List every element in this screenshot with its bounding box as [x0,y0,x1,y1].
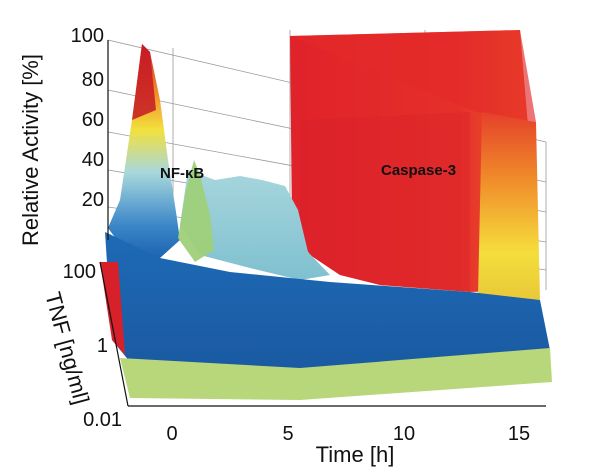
z-axis-label: Relative Activity [%] [18,54,43,246]
front-floor-strip [120,348,552,400]
y-tick-labels: 100 1 0.01 [63,261,122,431]
y-tick-label: 100 [63,261,96,283]
x-tick-labels: 0 5 10 15 [166,423,530,445]
x-tick-label: 15 [508,423,530,445]
x-tick-label: 10 [393,423,415,445]
z-tick-label: 40 [82,149,104,171]
z-tick-label: 100 [71,25,104,47]
y-tick-label: 0.01 [83,409,122,431]
front-top-surface [105,232,550,370]
caspase-3-top [290,30,536,122]
x-tick-label: 5 [282,423,293,445]
x-tick-label: 0 [166,423,177,445]
caspase-3-shading [300,112,470,292]
y-axis-line [99,261,129,407]
z-tick-labels: 100 80 60 40 20 [71,25,104,211]
nf-kb-plateau [180,170,330,280]
y-axis-label: TNF [ng/ml] [40,289,94,406]
y-tick-label: 1 [97,335,108,357]
caspase-3-right-face [478,112,540,300]
nf-kb-ridge-left [132,44,156,120]
caspase-3-annotation: Caspase-3 [381,162,456,179]
z-tick-label: 20 [82,189,104,211]
caspase-3-surface [290,30,540,300]
x-axis-label: Time [h] [316,442,395,467]
nf-kb-surface [108,44,330,280]
nf-kb-peak-right [178,160,214,262]
nf-kb-peak-left [108,44,180,258]
z-tick-label: 60 [82,109,104,131]
front-red-edge [100,262,125,355]
axes [99,40,546,407]
front-surface [100,232,552,400]
z-tick-label: 80 [82,69,104,91]
nf-kb-annotation: NF-κB [160,165,204,182]
